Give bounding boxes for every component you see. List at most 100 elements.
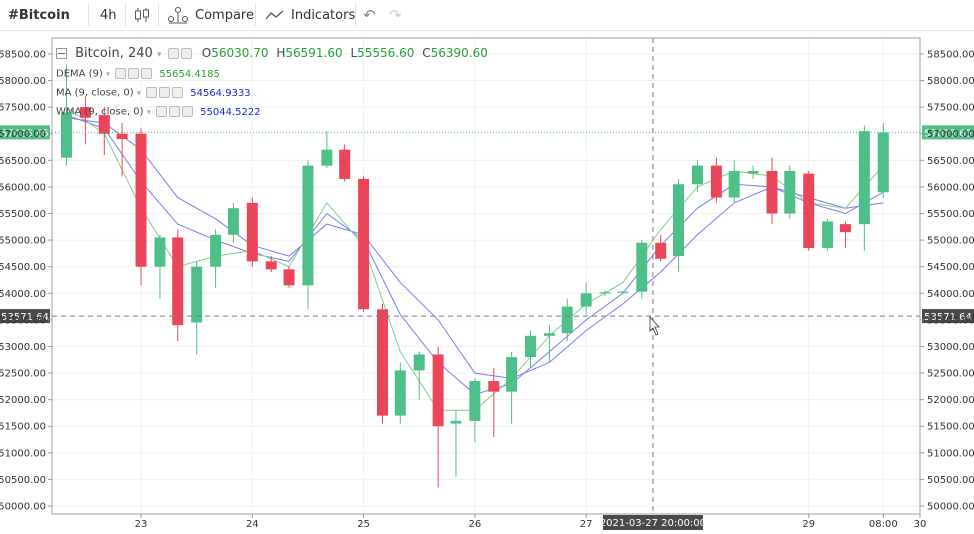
- candle[interactable]: [246, 197, 258, 267]
- ma-line: [66, 117, 884, 379]
- candle[interactable]: [60, 64, 72, 166]
- candle[interactable]: [839, 221, 851, 249]
- chart-style-button[interactable]: [133, 0, 151, 30]
- remove-icon[interactable]: [181, 106, 193, 117]
- series-menu-icon[interactable]: ▾: [156, 50, 162, 60]
- candle[interactable]: [394, 362, 406, 424]
- redo-button[interactable]: ↷: [389, 0, 402, 30]
- wma-label: WMA (9, close, 0): [56, 106, 144, 118]
- candle[interactable]: [543, 325, 555, 363]
- undo-button[interactable]: ↶: [363, 0, 376, 30]
- low-label: L: [350, 46, 358, 60]
- candle[interactable]: [154, 234, 166, 299]
- candle[interactable]: [803, 170, 815, 251]
- candle-body: [60, 112, 72, 158]
- candle[interactable]: [321, 131, 333, 169]
- candles-icon: [135, 8, 149, 22]
- candle-body: [636, 242, 648, 292]
- candle[interactable]: [450, 410, 462, 477]
- toolbar-divider: [255, 4, 256, 26]
- candle-body: [283, 269, 295, 286]
- crosshair-time-label: 2021-03-27 20:00:00: [600, 518, 706, 529]
- candle[interactable]: [710, 157, 722, 203]
- candle[interactable]: [210, 229, 222, 288]
- crosshair-price-label-right: 53571.64: [924, 312, 972, 323]
- candle[interactable]: [728, 160, 740, 203]
- crosshair-price-badge-right: [922, 309, 974, 324]
- candle[interactable]: [506, 351, 518, 424]
- settings-icon[interactable]: [128, 68, 140, 79]
- settings-icon[interactable]: [180, 48, 192, 59]
- candle[interactable]: [599, 290, 611, 296]
- remove-icon[interactable]: [172, 87, 184, 98]
- candle[interactable]: [432, 346, 444, 488]
- x-tick-label: 27: [580, 519, 593, 530]
- indicator-menu-icon[interactable]: ▾: [136, 88, 141, 98]
- settings-icon[interactable]: [168, 106, 180, 117]
- symbol-search-button[interactable]: #Bitcoin: [8, 0, 70, 30]
- candle-body: [79, 107, 91, 118]
- toolbar-divider: [88, 4, 89, 26]
- candle[interactable]: [469, 378, 481, 443]
- visibility-icon[interactable]: [155, 106, 167, 117]
- compare-icon: [168, 7, 188, 24]
- indicator-menu-icon[interactable]: ▾: [146, 107, 151, 117]
- x-tick-label: 30: [914, 519, 927, 530]
- candle[interactable]: [339, 144, 351, 182]
- candle-body: [673, 184, 685, 257]
- ma-legend: MA (9, close, 0) ▾ 54564.9333: [56, 87, 251, 99]
- candle[interactable]: [377, 303, 389, 424]
- y-tick-label-right: 50000.00: [927, 502, 974, 513]
- candle[interactable]: [561, 298, 573, 342]
- ma-value: 54564.9333: [190, 87, 251, 99]
- candle[interactable]: [227, 202, 239, 243]
- compare-button[interactable]: Compare: [167, 0, 254, 30]
- candle[interactable]: [488, 367, 500, 437]
- candle[interactable]: [283, 266, 295, 288]
- candle[interactable]: [135, 128, 147, 286]
- candle-body: [617, 291, 629, 293]
- candle[interactable]: [673, 178, 685, 273]
- indicators-button[interactable]: Indicators: [265, 0, 355, 30]
- indicator-menu-icon[interactable]: ▾: [106, 69, 111, 79]
- candle[interactable]: [766, 157, 778, 225]
- y-tick-label-right: 55000.00: [927, 236, 974, 247]
- candle[interactable]: [655, 234, 667, 262]
- settings-icon[interactable]: [159, 87, 171, 98]
- candle[interactable]: [636, 240, 648, 299]
- price-chart[interactable]: 57025.65 57025.65 53571.64 53571.64 2021-03-…: [0, 31, 974, 534]
- low-value: 55556.60: [357, 46, 415, 60]
- toolbar: #Bitcoin 4h Compare Indicators ↶: [0, 0, 974, 31]
- candle[interactable]: [191, 261, 203, 355]
- compare-label: Compare: [195, 7, 254, 23]
- candle[interactable]: [79, 96, 91, 145]
- visibility-icon[interactable]: [115, 68, 127, 79]
- candle[interactable]: [822, 218, 834, 251]
- candle[interactable]: [525, 330, 537, 368]
- candle[interactable]: [413, 351, 425, 400]
- candle[interactable]: [302, 160, 314, 310]
- dema-legend: DEMA (9) ▾ 55654.4185: [56, 68, 220, 80]
- candle[interactable]: [98, 107, 110, 156]
- candle[interactable]: [265, 256, 277, 273]
- candle[interactable]: [858, 125, 870, 251]
- candle[interactable]: [358, 176, 370, 312]
- candle[interactable]: [691, 160, 703, 193]
- visibility-icon[interactable]: [167, 48, 179, 59]
- candle-body: [413, 354, 425, 371]
- visibility-icon[interactable]: [146, 87, 158, 98]
- interval-button[interactable]: 4h: [100, 0, 117, 30]
- candle-body: [543, 333, 555, 336]
- remove-icon[interactable]: [141, 68, 153, 79]
- candle[interactable]: [172, 229, 184, 342]
- candle[interactable]: [116, 123, 128, 177]
- candle[interactable]: [747, 165, 759, 179]
- y-tick-label-left: 51000.00: [0, 448, 46, 459]
- crosshair-time-badge: [602, 515, 703, 530]
- candle[interactable]: [784, 165, 796, 219]
- candle[interactable]: [877, 123, 889, 198]
- candle[interactable]: [580, 282, 592, 315]
- candle[interactable]: [617, 290, 629, 295]
- candle-body: [135, 133, 147, 267]
- collapse-legend-icon[interactable]: [56, 48, 67, 59]
